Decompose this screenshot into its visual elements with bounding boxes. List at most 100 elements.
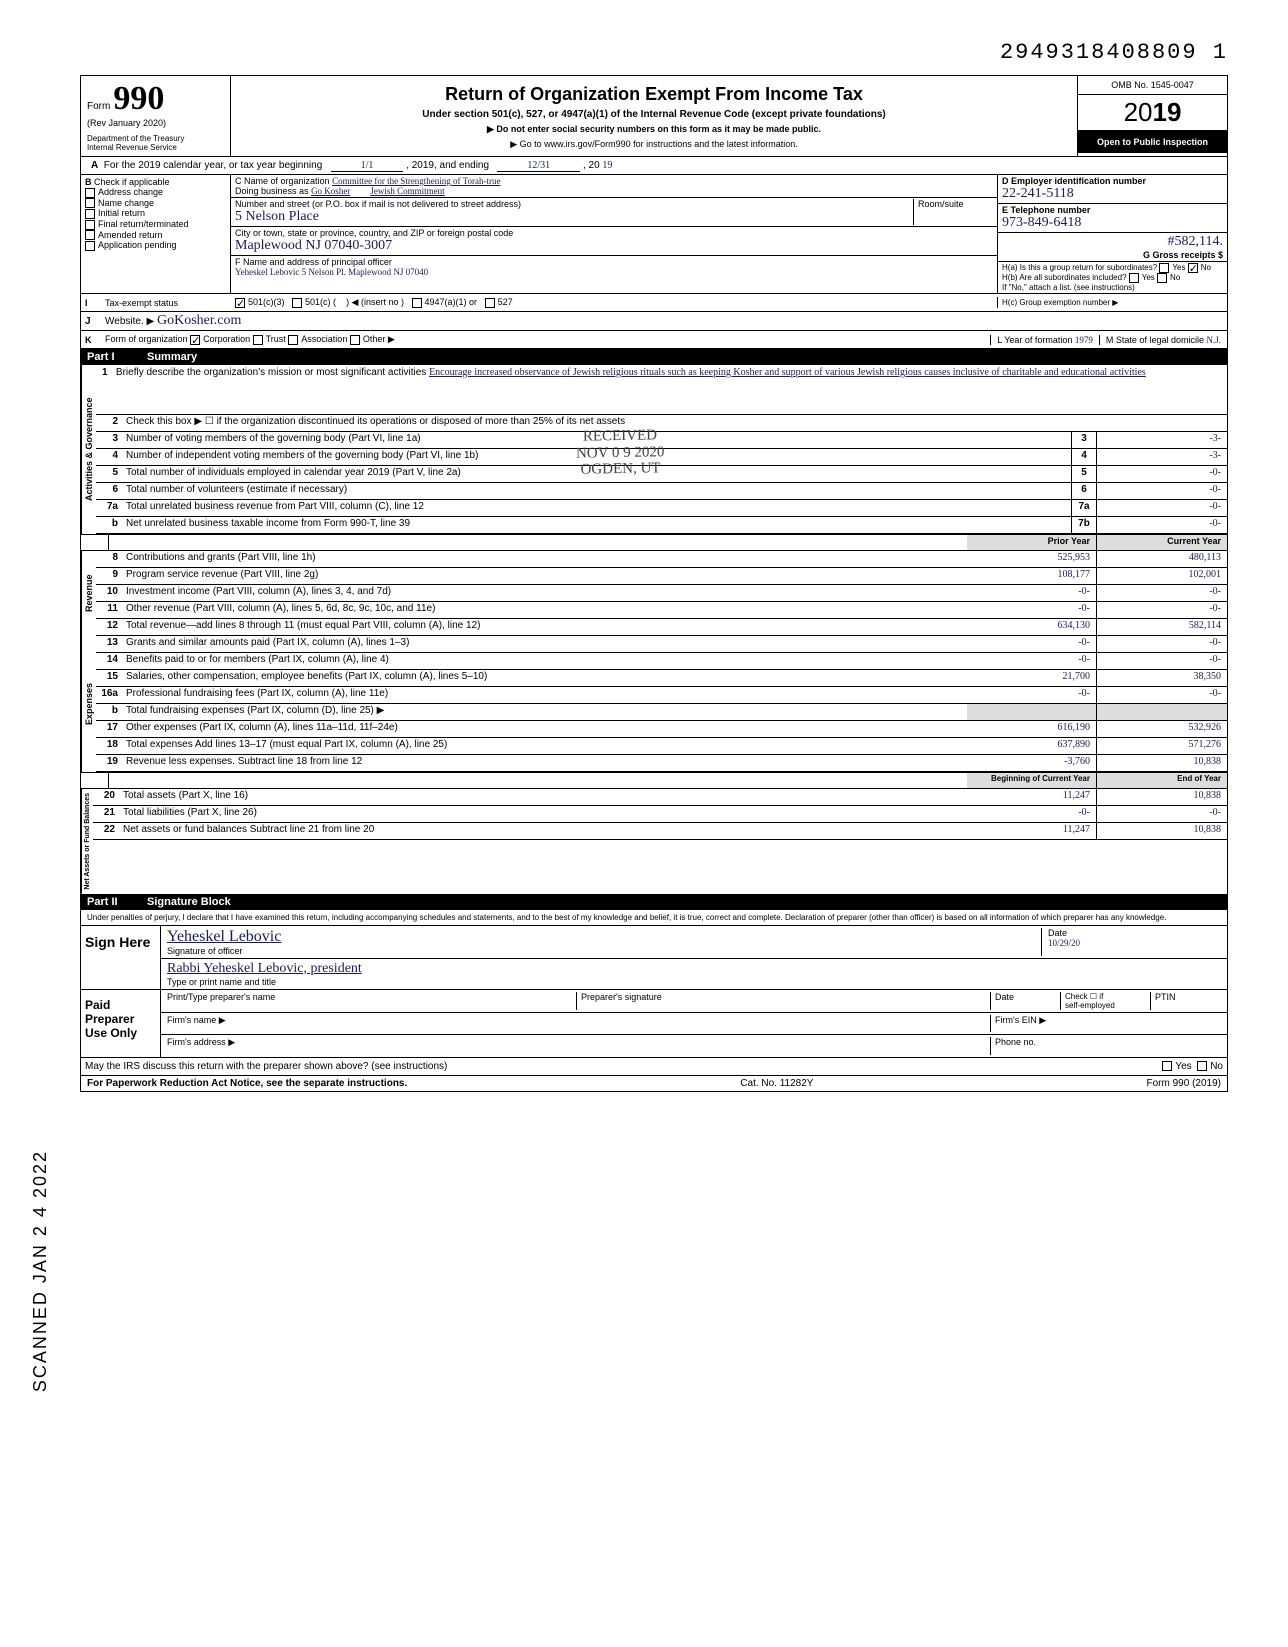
chk-ha-no[interactable] <box>1188 263 1198 273</box>
ein-value[interactable]: 22-241-5118 <box>1002 186 1074 201</box>
phone-value[interactable]: 973-849-6418 <box>1002 215 1081 230</box>
lbl-address-change: Address change <box>98 187 163 197</box>
na-line-21: 21Total liabilities (Part X, line 26)-0-… <box>93 806 1227 823</box>
domicile[interactable]: N.J. <box>1206 335 1221 345</box>
perjury-statement: Under penalties of perjury, I declare th… <box>81 910 1227 926</box>
line-a: A For the 2019 calendar year, or tax yea… <box>81 157 1227 175</box>
chk-address-change[interactable] <box>85 188 95 198</box>
ptin-label: PTIN <box>1151 992 1221 1010</box>
summary-netassets: Net Assets or Fund Balances 20Total asse… <box>81 789 1227 894</box>
section-governance: Activities & Governance <box>81 365 96 534</box>
chk-name-change[interactable] <box>85 198 95 208</box>
lbl-initial-return: Initial return <box>98 208 145 218</box>
rev-line-12: 12Total revenue—add lines 8 through 11 (… <box>96 619 1227 636</box>
sig-date[interactable]: 10/29/20 <box>1048 938 1080 948</box>
org-name-label: C Name of organization <box>235 176 330 186</box>
chk-final-return[interactable] <box>85 220 95 230</box>
dba-label: Doing business as <box>235 186 309 196</box>
chk-4947[interactable] <box>412 298 422 308</box>
city-value[interactable]: Maplewood NJ 07040-3007 <box>235 238 392 253</box>
hb-label: H(b) Are all subordinates included? <box>1002 273 1127 282</box>
name-title-label: Type or print name and title <box>167 977 276 987</box>
rev-line-10: 10Investment income (Part VIII, column (… <box>96 585 1227 602</box>
open-inspection: Open to Public Inspection <box>1078 131 1227 153</box>
col-prior-year: Prior Year <box>967 535 1097 550</box>
form-number: 990 <box>113 80 164 117</box>
ha-label: H(a) Is this a group return for subordin… <box>1002 263 1157 272</box>
chk-assoc[interactable] <box>288 335 298 345</box>
section-netassets: Net Assets or Fund Balances <box>81 789 93 894</box>
year-formation[interactable]: 1979 <box>1075 335 1093 345</box>
rev-line-9: 9Program service revenue (Part VIII, lin… <box>96 568 1227 585</box>
opt-501c-b: ) ◀ (insert no ) <box>346 297 404 307</box>
stamp-date: NOV 0 9 2020 <box>576 444 665 462</box>
org-name[interactable]: Committee for the Strengthening of Torah… <box>332 176 500 186</box>
rev-line-8: 8Contributions and grants (Part VIII, li… <box>96 551 1227 568</box>
col-current-year: Current Year <box>1097 535 1227 550</box>
chk-trust[interactable] <box>253 335 263 345</box>
gov-line-6: 6Total number of volunteers (estimate if… <box>96 483 1227 500</box>
opt-4947: 4947(a)(1) or <box>425 297 478 307</box>
form-title: Return of Organization Exempt From Incom… <box>237 84 1071 105</box>
opt-501c-a: 501(c) ( <box>305 297 336 307</box>
discuss-yes: Yes <box>1175 1061 1191 1072</box>
part-1-num: Part I <box>87 351 147 363</box>
hb-note: If "No," attach a list. (see instruction… <box>1002 283 1135 292</box>
dba-value[interactable]: Go Kosher <box>311 186 350 196</box>
line-2-label: Check this box ▶ ☐ if the organization d… <box>122 415 1227 431</box>
entity-block: B Check if applicable Address change Nam… <box>81 175 1227 294</box>
period-endyr[interactable]: 19 <box>602 160 612 171</box>
exp-line-19: 19Revenue less expenses. Subtract line 1… <box>96 755 1227 772</box>
na-line-22: 22Net assets or fund balances Subtract l… <box>93 823 1227 840</box>
col-begin-year: Beginning of Current Year <box>967 773 1097 788</box>
summary-governance: Activities & Governance 1 Briefly descri… <box>81 365 1227 534</box>
self-emp-a: Check ☐ if <box>1065 992 1103 1001</box>
chk-501c3[interactable] <box>235 298 245 308</box>
firm-name-label: Firm's name ▶ <box>167 1015 991 1032</box>
city-label: City or town, state or province, country… <box>235 228 513 238</box>
mission-text[interactable]: Encourage increased observance of Jewish… <box>429 367 1146 378</box>
officer-signature[interactable]: Yeheskel Lebovic <box>167 928 281 945</box>
self-emp-b: self-employed <box>1065 1001 1115 1010</box>
chk-amended[interactable] <box>85 230 95 240</box>
addr-value[interactable]: 5 Nelson Place <box>235 209 319 224</box>
tax-year: 19 <box>1153 97 1182 127</box>
form-ref: Form 990 (2019) <box>1147 1078 1221 1089</box>
chk-hb-no[interactable] <box>1157 273 1167 283</box>
chk-ha-yes[interactable] <box>1159 263 1169 273</box>
room-label: Room/suite <box>918 199 964 209</box>
year-formation-label: L Year of formation <box>997 335 1072 345</box>
org-name-2[interactable]: Jewish Commitment <box>370 186 444 196</box>
officer-name-title[interactable]: Rabbi Yeheskel Lebovic, president <box>167 961 362 976</box>
chk-hb-yes[interactable] <box>1129 273 1139 283</box>
chk-527[interactable] <box>485 298 495 308</box>
box-b-label: Check if applicable <box>94 177 170 187</box>
phone-label: E Telephone number <box>1002 205 1090 215</box>
discuss-label: May the IRS discuss this return with the… <box>81 1060 1158 1073</box>
chk-initial-return[interactable] <box>85 209 95 219</box>
paid-preparer-block: Paid Preparer Use Only Print/Type prepar… <box>81 990 1227 1058</box>
gov-line-b: bNet unrelated business taxable income f… <box>96 517 1227 534</box>
website-value[interactable]: GoKosher.com <box>157 313 241 328</box>
gross-receipts-value[interactable]: #582,114. <box>1168 234 1223 249</box>
officer-value[interactable]: Yeheskel Lebovic 5 Nelson Pl. Maplewood … <box>235 267 428 277</box>
chk-corp[interactable] <box>190 335 200 345</box>
discuss-row: May the IRS discuss this return with the… <box>81 1058 1227 1076</box>
period-end[interactable]: 12/31 <box>497 160 580 172</box>
website-label: Website. ▶ <box>105 316 154 327</box>
chk-app-pending[interactable] <box>85 241 95 251</box>
chk-501c[interactable] <box>292 298 302 308</box>
form-word: Form <box>87 101 110 112</box>
chk-other[interactable] <box>350 335 360 345</box>
chk-discuss-no[interactable] <box>1197 1061 1207 1071</box>
opt-527: 527 <box>498 297 513 307</box>
section-revenue: Revenue <box>81 551 96 636</box>
line-j: J Website. ▶ GoKosher.com <box>81 312 1227 331</box>
period-end2: , 20 <box>583 160 600 171</box>
prep-date-label: Date <box>991 992 1061 1010</box>
chk-discuss-yes[interactable] <box>1162 1061 1172 1071</box>
ha-yes: Yes <box>1172 263 1185 272</box>
firm-ein-label: Firm's EIN ▶ <box>991 1015 1221 1032</box>
pra-notice: For Paperwork Reduction Act Notice, see … <box>87 1078 407 1089</box>
period-begin[interactable]: 1/1 <box>331 160 404 172</box>
